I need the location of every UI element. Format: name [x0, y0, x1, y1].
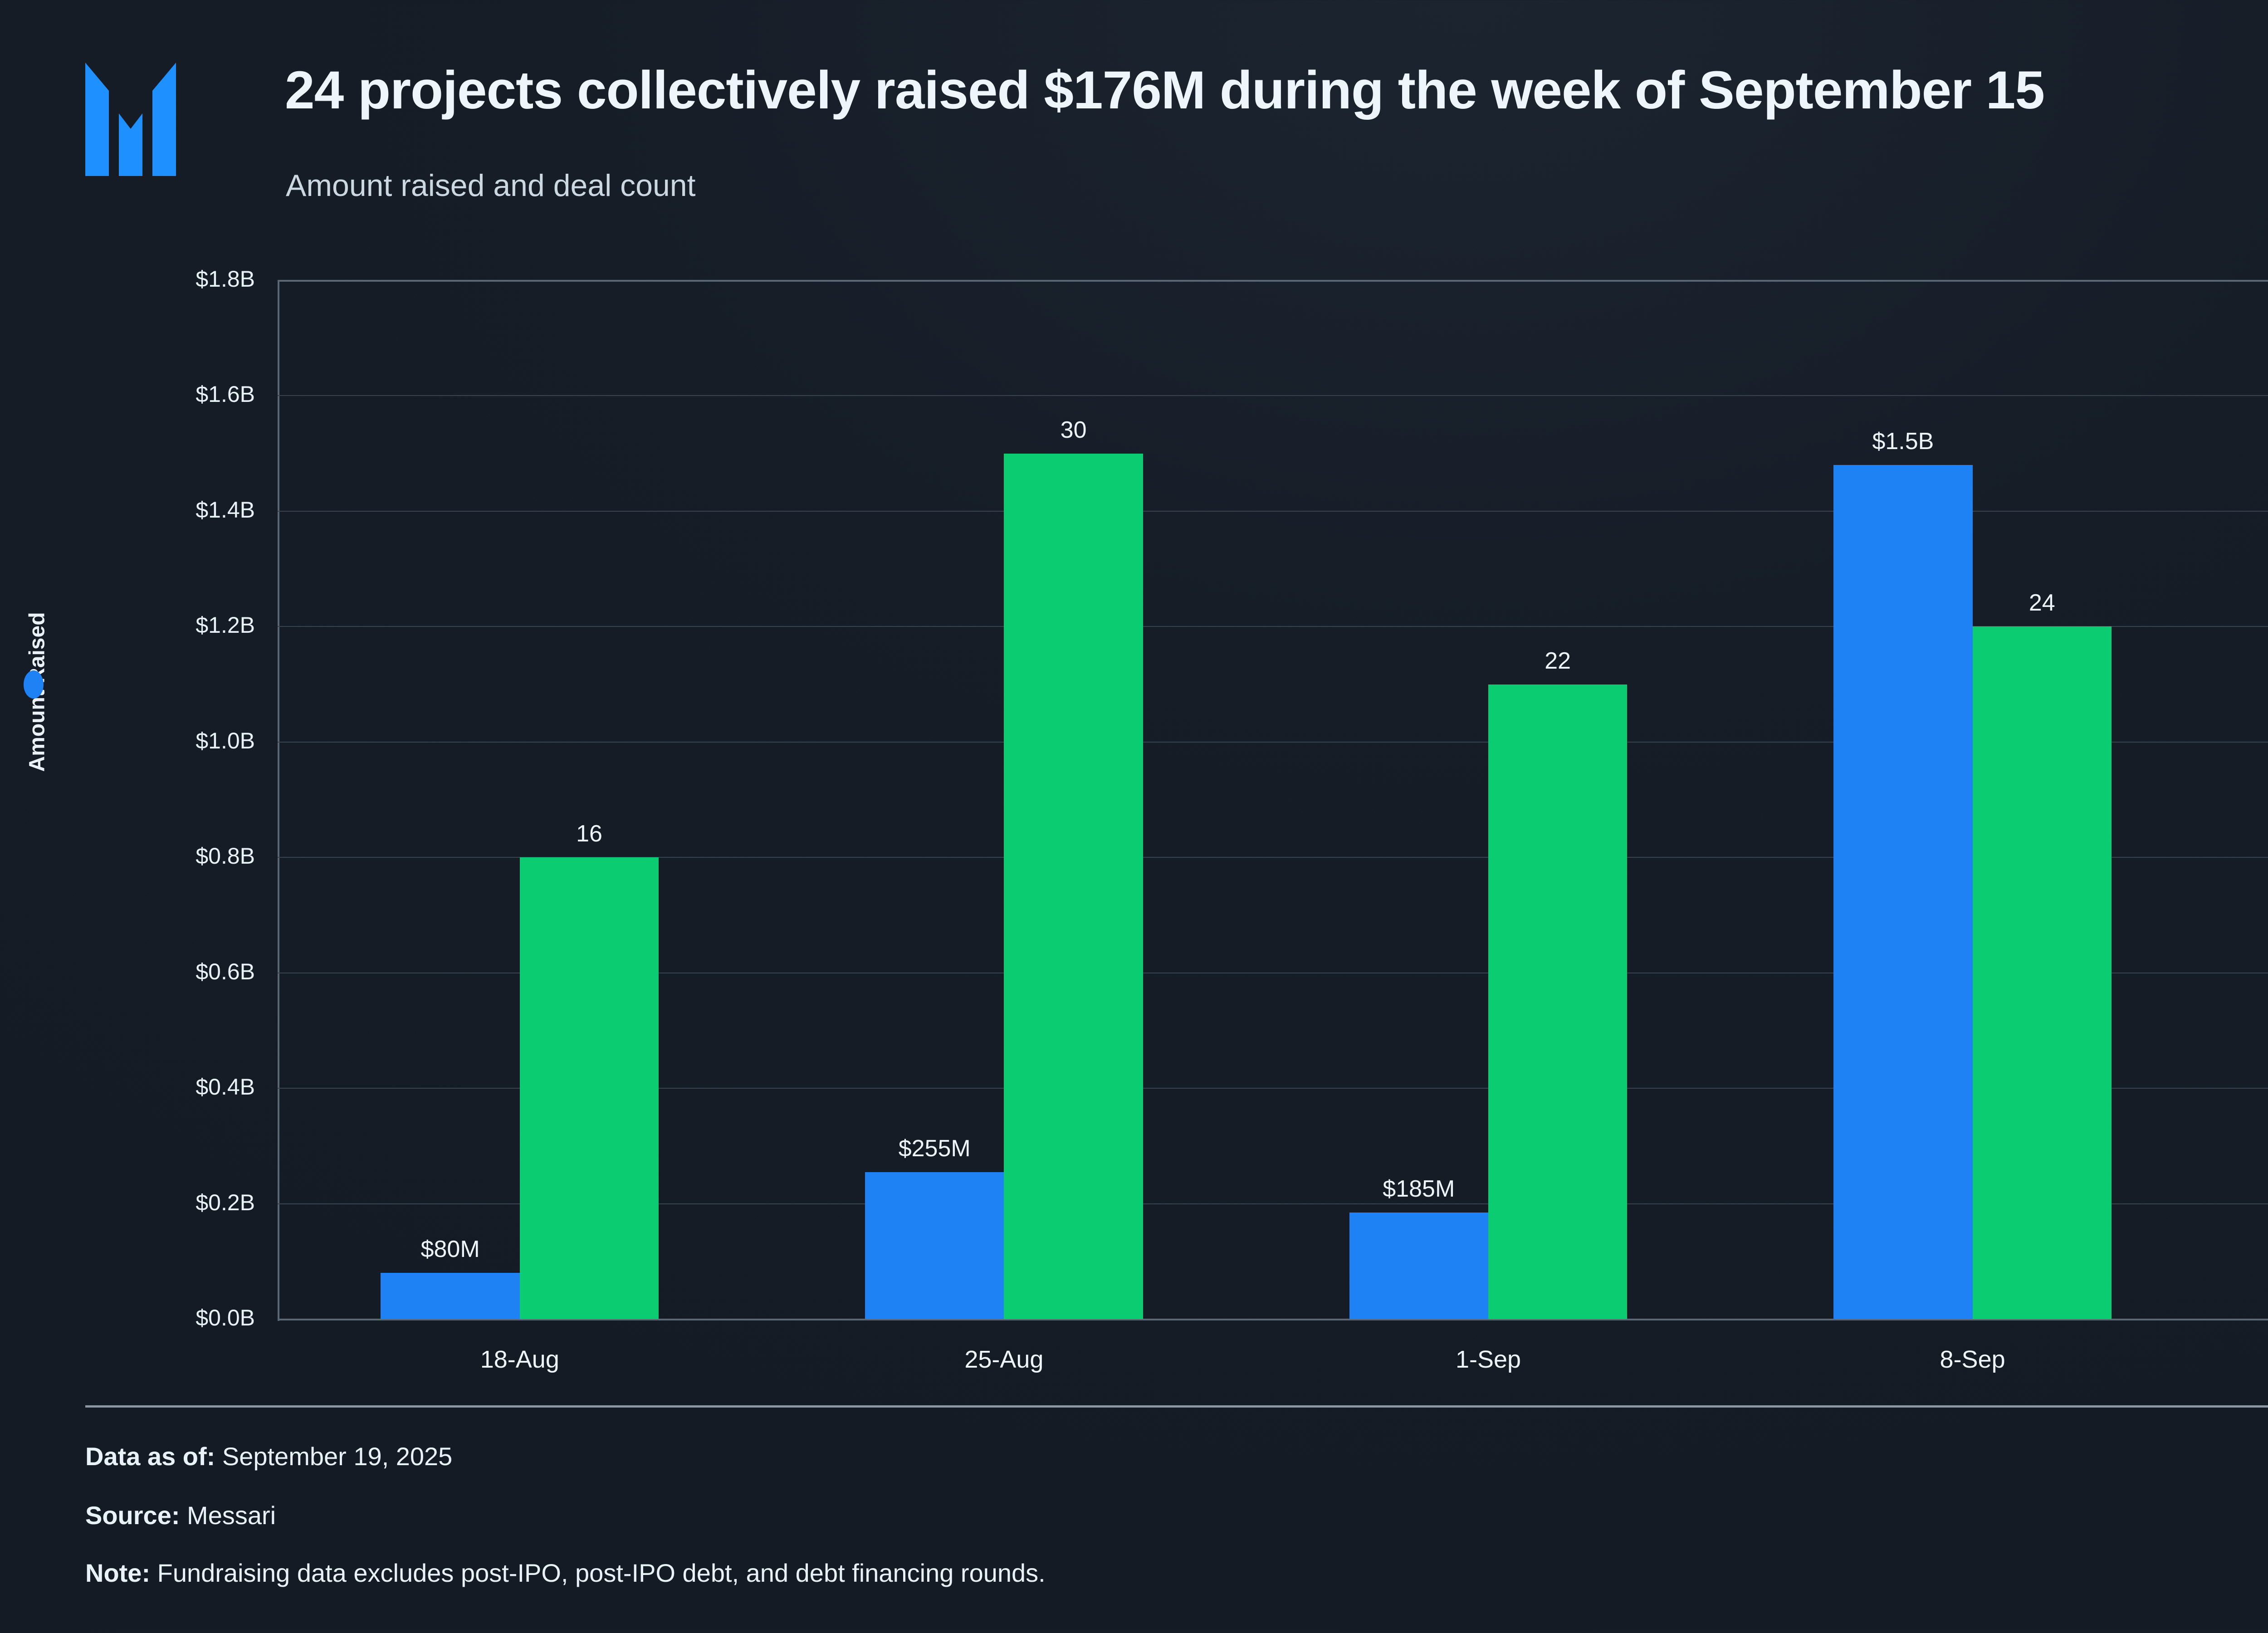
- gridline: [278, 1203, 2268, 1204]
- deal-count-bar[interactable]: [1972, 626, 2112, 1319]
- amount-raised-bar[interactable]: [1349, 1212, 1488, 1319]
- gridline: [278, 510, 2268, 512]
- amount-raised-bar[interactable]: [865, 1172, 1004, 1319]
- footer-divider: [85, 1405, 2268, 1408]
- x-axis-tick-label: 1-Sep: [1455, 1346, 1521, 1373]
- gridline: [278, 395, 2268, 396]
- data-as-of-label: Data as of:: [85, 1442, 215, 1471]
- deal-count-bar-label: 22: [1545, 647, 1571, 674]
- y-axis-left-tick-label: $0.8B: [196, 843, 255, 869]
- gridline: [278, 1088, 2268, 1089]
- deal-count-bar-label: 16: [576, 821, 602, 847]
- y-axis-line: [278, 280, 279, 1321]
- note-value: Fundraising data excludes post-IPO, post…: [150, 1559, 1046, 1587]
- note-label: Note:: [85, 1559, 151, 1587]
- amount-raised-bar[interactable]: [1833, 465, 1973, 1319]
- y-axis-left-tick-label: $0.0B: [196, 1305, 255, 1330]
- amount-raised-bar-label: $255M: [898, 1135, 971, 1162]
- data-as-of-line: Data as of: September 19, 2025: [85, 1442, 452, 1471]
- gridline: [278, 857, 2268, 858]
- deal-count-bar[interactable]: [1004, 453, 1143, 1319]
- gridline: [278, 741, 2268, 743]
- deal-count-bar-label: 30: [1060, 416, 1087, 443]
- y-axis-left-tick-label: $0.4B: [196, 1074, 255, 1100]
- deal-count-bar-label: 24: [2028, 590, 2055, 616]
- x-axis-tick-label: 18-Aug: [480, 1346, 559, 1373]
- data-as-of-value: September 19, 2025: [215, 1442, 453, 1471]
- amount-raised-legend-dot: [24, 670, 44, 699]
- amount-raised-bar-label: $185M: [1383, 1175, 1455, 1202]
- amount-raised-bar-label: $80M: [420, 1236, 480, 1263]
- y-axis-left-tick-label: $0.2B: [196, 1189, 255, 1215]
- amount-raised-bar[interactable]: [381, 1273, 520, 1319]
- amount-raised-bar-label: $1.5B: [1872, 428, 1934, 455]
- y-axis-left-tick-label: $1.4B: [196, 497, 255, 523]
- chart-header: 24 projects collectively raised $176M du…: [0, 0, 2268, 254]
- x-axis-tick-label: 8-Sep: [1940, 1346, 2005, 1373]
- deal-count-bar[interactable]: [1488, 684, 1628, 1319]
- y-axis-left-tick-label: $1.8B: [196, 266, 255, 292]
- y-axis-left-tick-label: $1.2B: [196, 612, 255, 638]
- plot-area: $0.0B0$0.2B4$0.4B8$0.6B12$0.8B16$1.0B20$…: [196, 266, 2268, 1373]
- y-axis-left-tick-label: $1.0B: [196, 728, 255, 753]
- source-line: Source: Messari: [85, 1501, 276, 1530]
- gridline: [278, 280, 2268, 282]
- note-line: Note: Fundraising data excludes post-IPO…: [85, 1558, 1046, 1588]
- messari-m-logo-icon: [85, 63, 176, 176]
- source-value: Messari: [180, 1501, 276, 1530]
- deal-count-bar[interactable]: [519, 857, 659, 1319]
- gridline: [278, 626, 2268, 627]
- gridline: [278, 1319, 2268, 1320]
- y-axis-left-tick-label: $1.6B: [196, 381, 255, 407]
- x-axis-tick-label: 25-Aug: [964, 1346, 1044, 1373]
- source-label: Source:: [85, 1501, 180, 1530]
- page-title: 24 projects collectively raised $176M du…: [285, 60, 2045, 120]
- page-subtitle: Amount raised and deal count: [286, 168, 696, 203]
- y-axis-left-tick-label: $0.6B: [196, 958, 255, 984]
